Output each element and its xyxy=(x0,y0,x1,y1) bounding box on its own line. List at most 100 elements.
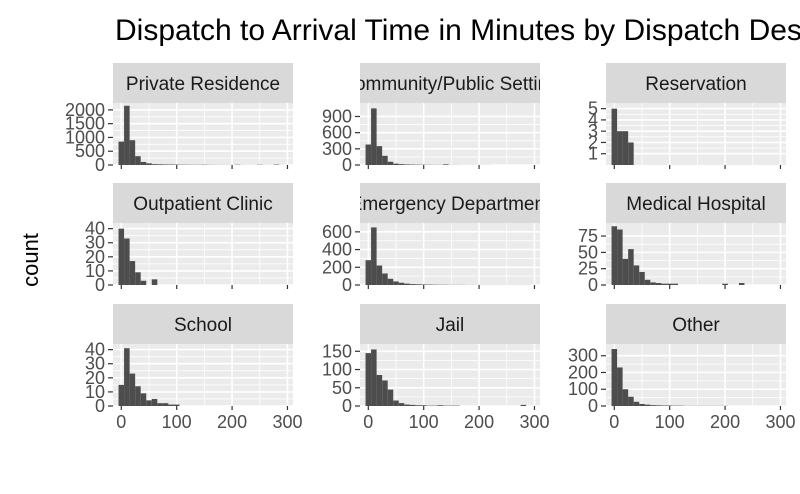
facet-strip-label: Community/Public Setting xyxy=(341,74,559,95)
facet-strip-label: Other xyxy=(672,315,720,336)
histogram-bar xyxy=(140,393,147,406)
y-tick-label: 50 xyxy=(578,242,598,262)
y-tick-label: 20 xyxy=(85,368,105,388)
histogram-bar xyxy=(661,283,667,285)
y-tick-label: 400 xyxy=(322,240,352,260)
histogram-bar xyxy=(398,403,405,406)
histogram-bar xyxy=(611,226,618,285)
histogram-bar xyxy=(151,398,158,406)
panel-background xyxy=(360,223,540,285)
histogram-bar xyxy=(157,164,163,165)
facet-strip xyxy=(360,304,540,344)
facet-strip-label: Medical Hospital xyxy=(626,194,765,215)
histogram-bar xyxy=(135,272,141,285)
y-tick-label: 0 xyxy=(95,275,105,295)
histogram-bar xyxy=(404,164,410,165)
y-tick-label: 10 xyxy=(85,261,105,281)
x-tick-label: 300 xyxy=(765,412,795,432)
histogram-bar xyxy=(628,249,634,285)
histogram-bar xyxy=(633,265,640,285)
histogram-bar xyxy=(371,108,377,165)
facet-strip xyxy=(606,183,786,223)
histogram-bar xyxy=(129,140,136,165)
histogram-bar xyxy=(520,404,527,406)
y-tick-label: 25 xyxy=(578,259,598,279)
y-tick-label: 0 xyxy=(342,155,352,175)
histogram-bar xyxy=(371,349,377,406)
histogram-bar xyxy=(393,281,399,285)
histogram-bar xyxy=(661,405,667,406)
histogram-bar xyxy=(135,156,141,165)
histogram-bar xyxy=(376,375,383,406)
facet-strip-label: Emergency Department xyxy=(350,194,551,215)
y-tick-label: 100 xyxy=(568,379,598,399)
facet-strip xyxy=(360,63,540,103)
histogram-bar xyxy=(622,389,629,406)
y-tick-label: 0 xyxy=(342,396,352,416)
histogram-bar xyxy=(437,405,444,406)
panel-background xyxy=(113,223,293,285)
y-tick-label: 0 xyxy=(95,396,105,416)
y-tick-label: 2 xyxy=(588,132,598,152)
histogram-bar xyxy=(617,131,623,165)
y-tick-label: 1000 xyxy=(65,127,105,147)
histogram-bar xyxy=(398,164,405,165)
x-tick-label: 300 xyxy=(519,412,549,432)
facet-strip-label: Reservation xyxy=(645,74,746,95)
histogram-bar xyxy=(146,400,152,406)
histogram-bar xyxy=(140,161,147,165)
facet-strip-label: School xyxy=(174,315,232,336)
y-tick-label: 50 xyxy=(332,378,352,398)
histogram-bar xyxy=(655,283,662,285)
histogram-bar xyxy=(151,164,158,165)
y-tick-label: 100 xyxy=(322,360,352,380)
facet-strip xyxy=(113,63,293,103)
histogram-bar xyxy=(393,163,399,165)
y-tick-label: 600 xyxy=(322,222,352,242)
histogram-bar xyxy=(135,386,141,406)
y-tick-label: 20 xyxy=(85,247,105,267)
histogram-bar xyxy=(639,271,645,285)
y-tick-label: 30 xyxy=(85,233,105,253)
x-tick-label: 300 xyxy=(272,412,302,432)
histogram-bar xyxy=(129,261,136,285)
histogram-bar xyxy=(622,258,629,285)
histogram-bar xyxy=(124,348,130,406)
y-axis-label: count xyxy=(18,233,43,287)
histogram-bar xyxy=(365,144,372,165)
facet-strip xyxy=(606,304,786,344)
histogram-bar xyxy=(650,282,656,285)
y-tick-label: 4 xyxy=(588,110,598,130)
x-tick-label: 100 xyxy=(162,412,192,432)
histogram-bar xyxy=(382,273,388,285)
histogram-bar xyxy=(129,373,136,406)
facet-strip xyxy=(113,304,293,344)
histogram-bar xyxy=(633,401,640,406)
histogram-bar xyxy=(672,283,678,285)
histogram-bar xyxy=(173,404,180,406)
y-tick-label: 1 xyxy=(588,144,598,164)
y-tick-label: 900 xyxy=(322,106,352,126)
y-tick-label: 200 xyxy=(568,362,598,382)
histogram-bar xyxy=(420,284,427,285)
histogram-bar xyxy=(415,405,421,406)
histogram-bar xyxy=(415,284,421,285)
y-tick-label: 40 xyxy=(85,219,105,239)
histogram-bar xyxy=(628,396,634,406)
histogram-bar xyxy=(168,404,174,406)
x-tick-label: 0 xyxy=(116,412,126,432)
histogram-bar xyxy=(387,389,394,406)
histogram-bar xyxy=(722,283,728,285)
y-tick-label: 10 xyxy=(85,382,105,402)
y-tick-label: 200 xyxy=(322,257,352,277)
histogram-bar xyxy=(409,284,416,285)
histogram-bar xyxy=(376,265,383,285)
histogram-bar xyxy=(655,405,662,406)
facet-strip-label: Outpatient Clinic xyxy=(133,194,272,215)
